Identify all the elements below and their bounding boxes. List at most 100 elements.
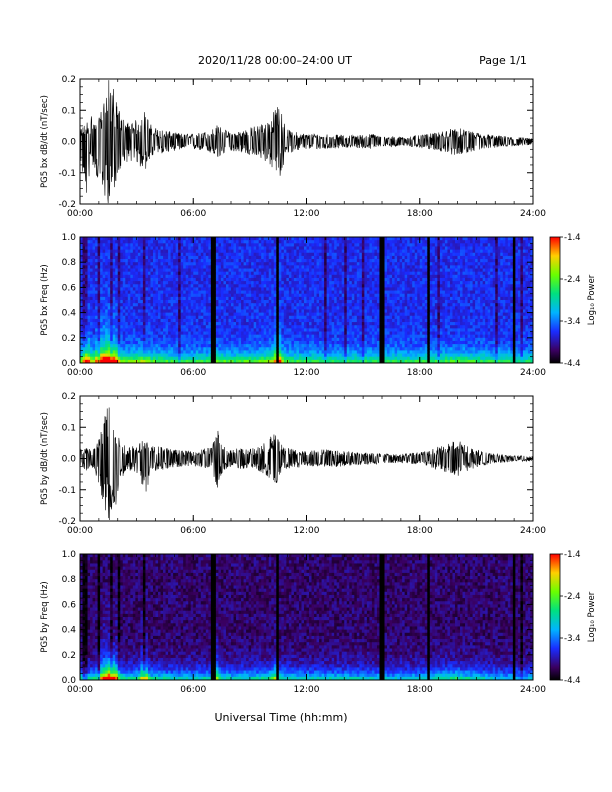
spectrogram-cell [168,250,171,254]
spectrogram-cell [173,281,176,285]
spectrogram-cell [246,319,249,323]
spectrogram-cell [188,350,191,354]
spectrogram-cell [191,281,194,285]
spectrogram-cell [148,287,151,291]
spectrogram-cell [113,281,116,285]
spectrogram-cell [231,303,234,307]
spectrogram-cell [223,250,226,254]
spectrogram-cell [274,354,277,358]
spectrogram-cell [158,338,161,342]
spectrogram-cell [344,256,347,260]
spectrogram-cell [254,256,257,260]
spectrogram-cell [158,253,161,257]
spectrogram-cell [239,332,242,336]
spectrogram-cell [173,262,176,266]
spectrogram-cell [246,256,249,260]
spectrogram-cell [88,269,91,273]
spectrogram-cell [264,275,267,279]
spectrogram-cell [90,347,93,351]
spectrogram-cell [85,281,88,285]
spectrogram-cell [317,281,320,285]
spectrogram-cell [186,297,189,301]
spectrogram-cell [201,253,204,257]
spectrogram-cell [176,319,179,323]
spectrogram-cell [357,309,360,313]
spectrogram-cell [349,325,352,329]
spectrogram-cell [213,297,216,301]
spectrogram-cell [329,284,332,288]
spectrogram-cell [327,287,330,291]
spectrogram-cell [216,278,219,282]
spectrogram-cell [372,338,375,342]
spectrogram-cell [354,256,357,260]
spectrogram-cell [352,272,355,276]
spectrogram-cell [130,328,133,332]
spectrogram-cell [143,354,146,358]
spectrogram-cell [347,341,350,345]
spectrogram-cell [226,319,229,323]
spectrogram-cell [264,332,267,336]
spectrogram-cell [289,347,292,351]
spectrogram-cell [269,325,272,329]
spectrogram-cell [352,344,355,348]
spectrogram-cell [372,256,375,260]
spectrogram-cell [158,297,161,301]
spectrogram-cell [201,281,204,285]
spectrogram-cell [342,344,345,348]
spectrogram-cell [193,335,196,339]
spectrogram-cell [246,262,249,266]
spectrogram-cell [138,350,141,354]
spectrogram-cell [120,240,123,244]
spectrogram-cell [226,341,229,345]
spectrogram-cell [251,316,254,320]
spectrogram-cell [173,287,176,291]
spectrogram-cell [274,240,277,244]
spectrogram-cell [307,281,310,285]
spectrogram-cell [171,332,174,336]
spectrogram-cell [93,243,96,247]
spectrogram-cell [191,259,194,263]
spectrogram-cell [291,256,294,260]
spectrogram-cell [171,341,174,345]
spectrogram-cell [364,240,367,244]
spectrogram-cell [158,325,161,329]
spectrogram-cell [85,291,88,295]
spectrogram-cell [183,246,186,250]
spectrogram-cell [357,357,360,361]
spectrogram-cell [266,243,269,247]
spectrogram-cell [176,341,179,345]
spectrogram-cell [291,344,294,348]
spectrogram-cell [279,341,282,345]
spectrogram-cell [296,313,299,317]
spectrogram-cell [100,265,103,269]
spectrogram-cell [281,272,284,276]
spectrogram-cell [296,300,299,304]
spectrogram-cell [259,272,262,276]
spectrogram-cell [178,335,181,339]
spectrogram-cell [221,328,224,332]
spectrogram-cell [128,332,131,336]
spectrogram-cell [103,328,106,332]
spectrogram-cell [105,237,108,241]
spectrogram-cell [347,344,350,348]
spectrogram-cell [168,309,171,313]
spectrogram-cell [163,303,166,307]
spectrogram-cell [332,328,335,332]
spectrogram-cell [279,344,282,348]
spectrogram-cell [143,237,146,241]
spectrogram-cell [113,306,116,310]
spectrogram-cell [236,319,239,323]
spectrogram-cell [191,303,194,307]
spectrogram-cell [85,256,88,260]
spectrogram-cell [271,316,274,320]
spectrogram-cell [269,259,272,263]
spectrogram-cell [93,272,96,276]
spectrogram-cell [241,294,244,298]
spectrogram-cell [377,265,380,269]
spectrogram-cell [382,306,385,310]
spectrogram-cell [83,243,86,247]
spectrogram-cell [347,237,350,241]
spectrogram-cell [234,240,237,244]
spectrogram-cell [110,272,113,276]
spectrogram-cell [150,259,153,263]
